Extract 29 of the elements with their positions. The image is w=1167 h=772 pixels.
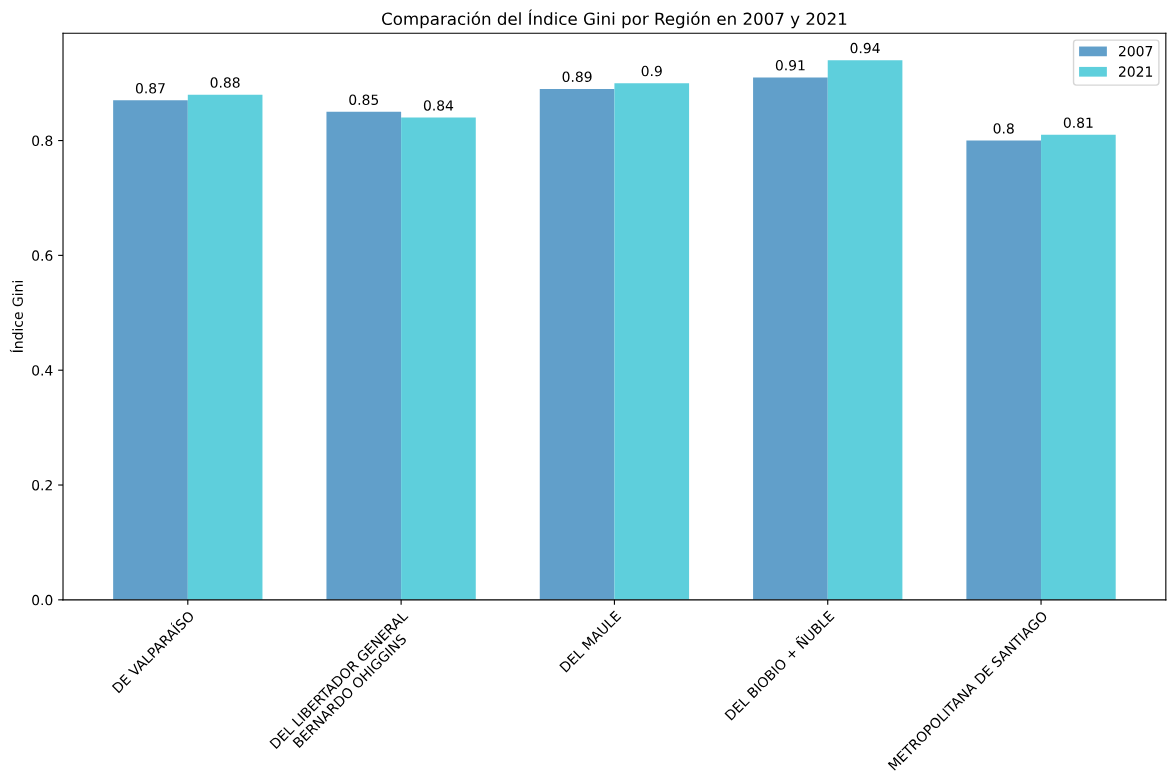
- data-label: 0.91: [775, 60, 805, 71]
- bar: [966, 140, 1042, 600]
- y-tick-label: 0.0: [32, 594, 53, 606]
- y-tick-label: 0.2: [32, 479, 52, 491]
- data-label: 0.87: [135, 83, 165, 94]
- data-label: 0.9: [641, 65, 662, 77]
- y-tick-label: 0.4: [32, 365, 53, 376]
- data-label: 0.84: [423, 100, 454, 111]
- chart-title: Comparación del Índice Gini por Región en 2007 y 2021: [382, 9, 847, 29]
- bar: [1041, 134, 1116, 600]
- legend-label: 2007: [1119, 45, 1153, 57]
- data-label: 0.94: [850, 42, 880, 54]
- bar: [827, 60, 903, 600]
- bar: [326, 111, 402, 600]
- data-label: 0.85: [349, 94, 379, 105]
- data-label: 0.88: [210, 77, 240, 88]
- y-tick-label: 0.6: [32, 250, 53, 261]
- bar: [614, 83, 690, 600]
- legend-label: 2021: [1119, 66, 1153, 77]
- bar: [539, 88, 615, 600]
- bar: [753, 77, 828, 600]
- y-tick-label: 0.8: [32, 135, 53, 147]
- bar: [113, 100, 188, 600]
- bar: [401, 117, 476, 600]
- data-label: 0.89: [562, 71, 592, 83]
- bar: [187, 94, 263, 600]
- data-label: 0.81: [1063, 117, 1093, 128]
- data-label: 0.8: [993, 123, 1014, 134]
- y-axis-title: Índice Gini: [9, 281, 23, 353]
